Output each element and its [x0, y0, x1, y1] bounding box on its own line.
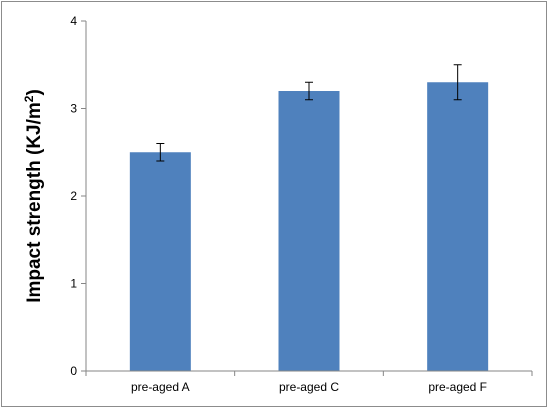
- bar: [427, 82, 489, 371]
- bar: [278, 91, 340, 371]
- bars: [129, 82, 489, 371]
- error-bar: [156, 143, 165, 162]
- y-axis-label: Impact strength (KJ/m2): [22, 89, 45, 303]
- error-bars: [156, 64, 462, 162]
- error-bar: [453, 64, 462, 101]
- y-tick-label: 1: [70, 277, 77, 291]
- error-bar: [305, 81, 313, 101]
- y-axis-label-superscript: 2: [22, 95, 36, 102]
- y-axis-ticks: 0 1 2 3 4: [70, 14, 86, 378]
- y-axis-label-main: Impact strength (KJ/m: [24, 102, 45, 303]
- x-axis-ticks: pre-aged A pre-aged C pre-aged F: [85, 371, 533, 394]
- y-tick-label: 4: [70, 14, 77, 28]
- x-tick-label: pre-aged F: [428, 380, 487, 394]
- y-tick-label: 2: [70, 189, 77, 203]
- x-tick-label: pre-aged A: [131, 380, 190, 394]
- bar: [129, 152, 191, 371]
- y-tick-label: 0: [70, 364, 77, 378]
- x-tick-label: pre-aged C: [279, 380, 339, 394]
- y-tick-label: 3: [70, 102, 77, 116]
- y-axis-label-suffix: ): [24, 89, 45, 95]
